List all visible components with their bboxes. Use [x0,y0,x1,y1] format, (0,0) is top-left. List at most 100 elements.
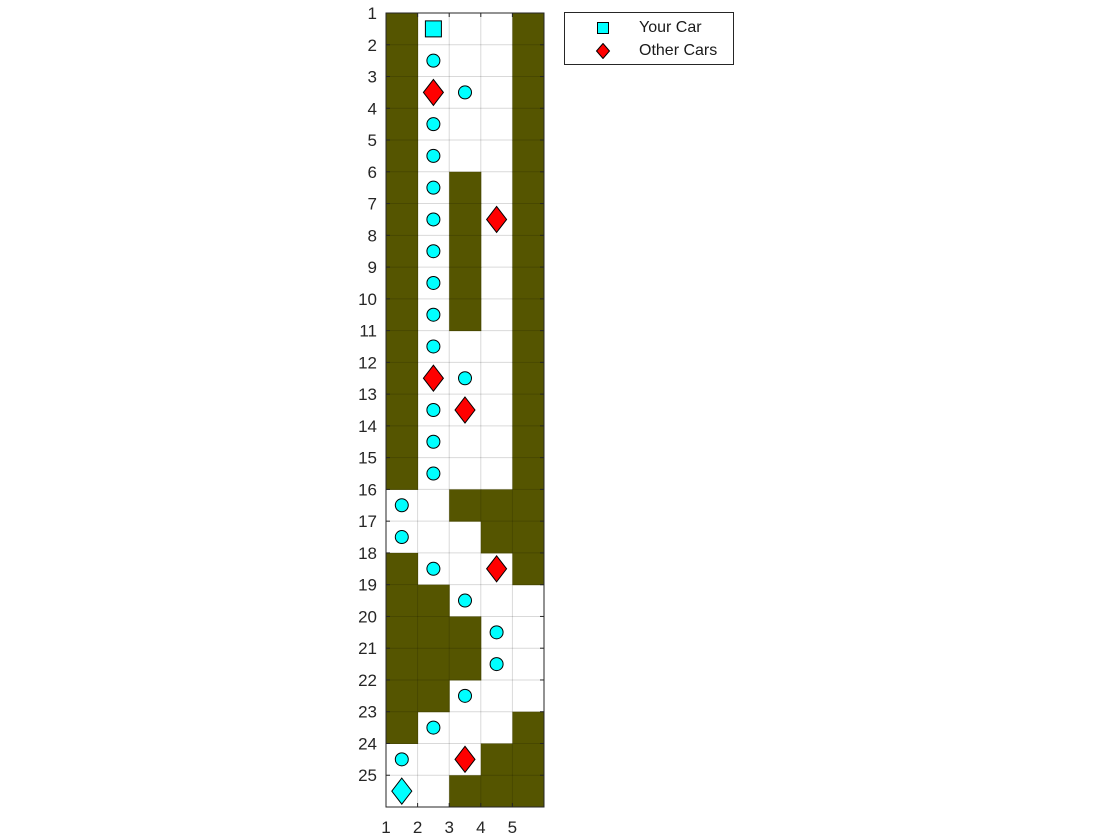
wall-cell [512,330,545,363]
y-tick-label: 1 [368,4,377,23]
wall-cell [449,267,482,300]
your-car-marker [458,688,472,703]
wall-cell [386,13,419,46]
wall-cell [386,552,419,586]
wall-cell [449,235,482,268]
wall-cell [512,775,545,808]
diamond-marker-icon [595,43,611,59]
y-tick-label: 14 [358,417,377,436]
wall-cell [386,679,419,713]
goal-diamond-marker [391,777,413,805]
legend-label: Other Cars [639,42,718,59]
axes-box [385,12,545,808]
wall-cell [386,108,419,141]
track-cells [386,13,545,808]
wall-cell [512,267,545,300]
wall-cell [512,362,545,395]
other-car-marker [422,78,445,107]
wall-cell [512,44,545,78]
wall-cell [512,235,545,268]
y-tick-label: 22 [358,671,377,690]
y-tick-label: 7 [368,195,377,214]
y-tick-label: 4 [368,99,377,118]
other-car-marker [454,396,476,424]
wall-cell [512,743,545,776]
wall-cell [512,394,545,427]
x-tick-label: 4 [476,818,485,837]
y-tick-label: 21 [358,639,377,658]
your-car-marker [458,593,472,608]
y-tick-label: 2 [368,36,377,55]
wall-cell [480,775,513,808]
wall-cell [386,648,419,681]
your-car-marker [394,752,409,767]
your-car-marker [458,85,472,100]
your-car-marker [489,657,504,672]
x-tick-label: 3 [444,818,453,837]
wall-cell [512,489,545,522]
wall-cell [449,171,482,205]
wall-cell [512,13,545,46]
wall-cell [386,362,419,395]
y-tick-label: 24 [358,734,377,753]
y-tick-label: 19 [358,576,377,595]
y-tick-label: 10 [358,290,377,309]
wall-cell [386,171,419,205]
your-car-marker [426,117,441,132]
wall-cell [417,616,450,649]
wall-cell [386,425,419,459]
your-car-marker [426,212,441,227]
x-tick-label: 2 [413,818,422,837]
wall-cell [386,140,419,173]
square-marker-icon [597,22,609,34]
wall-cell [386,584,419,617]
wall-cell [386,44,419,78]
other-car-marker [485,205,508,234]
y-tick-label: 6 [368,163,377,182]
y-tick-label: 23 [358,703,377,722]
wall-cell [386,267,419,300]
your-car-marker [489,625,504,640]
wall-cell [449,489,482,522]
wall-cell [512,457,545,490]
your-car-marker [394,530,409,545]
y-tick-label: 18 [358,544,377,563]
start-square-marker [424,20,442,38]
wall-cell [386,711,419,744]
y-tick-label: 25 [358,766,377,785]
legend: Your Car Other Cars [564,12,734,65]
your-car-marker [426,403,441,417]
your-car-marker [426,720,441,735]
tick-labels: 1 2 3 4 512345678910111213141516171819202122… [358,4,544,837]
y-tick-label: 8 [368,226,377,245]
your-car-marker [426,180,441,195]
your-car-marker [426,466,441,481]
wall-cell [480,743,513,776]
wall-cell [386,330,419,363]
x-tick-label: 5 [508,818,517,837]
wall-cell [386,203,419,236]
your-car-marker [394,498,409,513]
wall-cell [386,616,419,649]
your-car-marker [426,53,441,68]
wall-cell [449,775,482,808]
your-car-marker [426,339,441,354]
wall-cell [512,108,545,141]
your-car-marker [426,561,441,576]
y-tick-label: 12 [358,353,377,372]
y-tick-label: 5 [368,131,377,150]
wall-cell [512,203,545,236]
wall-cell [512,425,545,459]
wall-cell [449,298,482,332]
wall-cell [449,203,482,236]
your-car-marker [458,371,472,386]
wall-cell [417,648,450,681]
wall-cell [386,298,419,332]
wall-cell [386,394,419,427]
your-car-marker [426,307,441,322]
legend-item-your-car: Your Car [565,17,733,39]
wall-cell [386,76,419,109]
wall-cell [449,616,482,649]
wall-cell [480,489,513,522]
